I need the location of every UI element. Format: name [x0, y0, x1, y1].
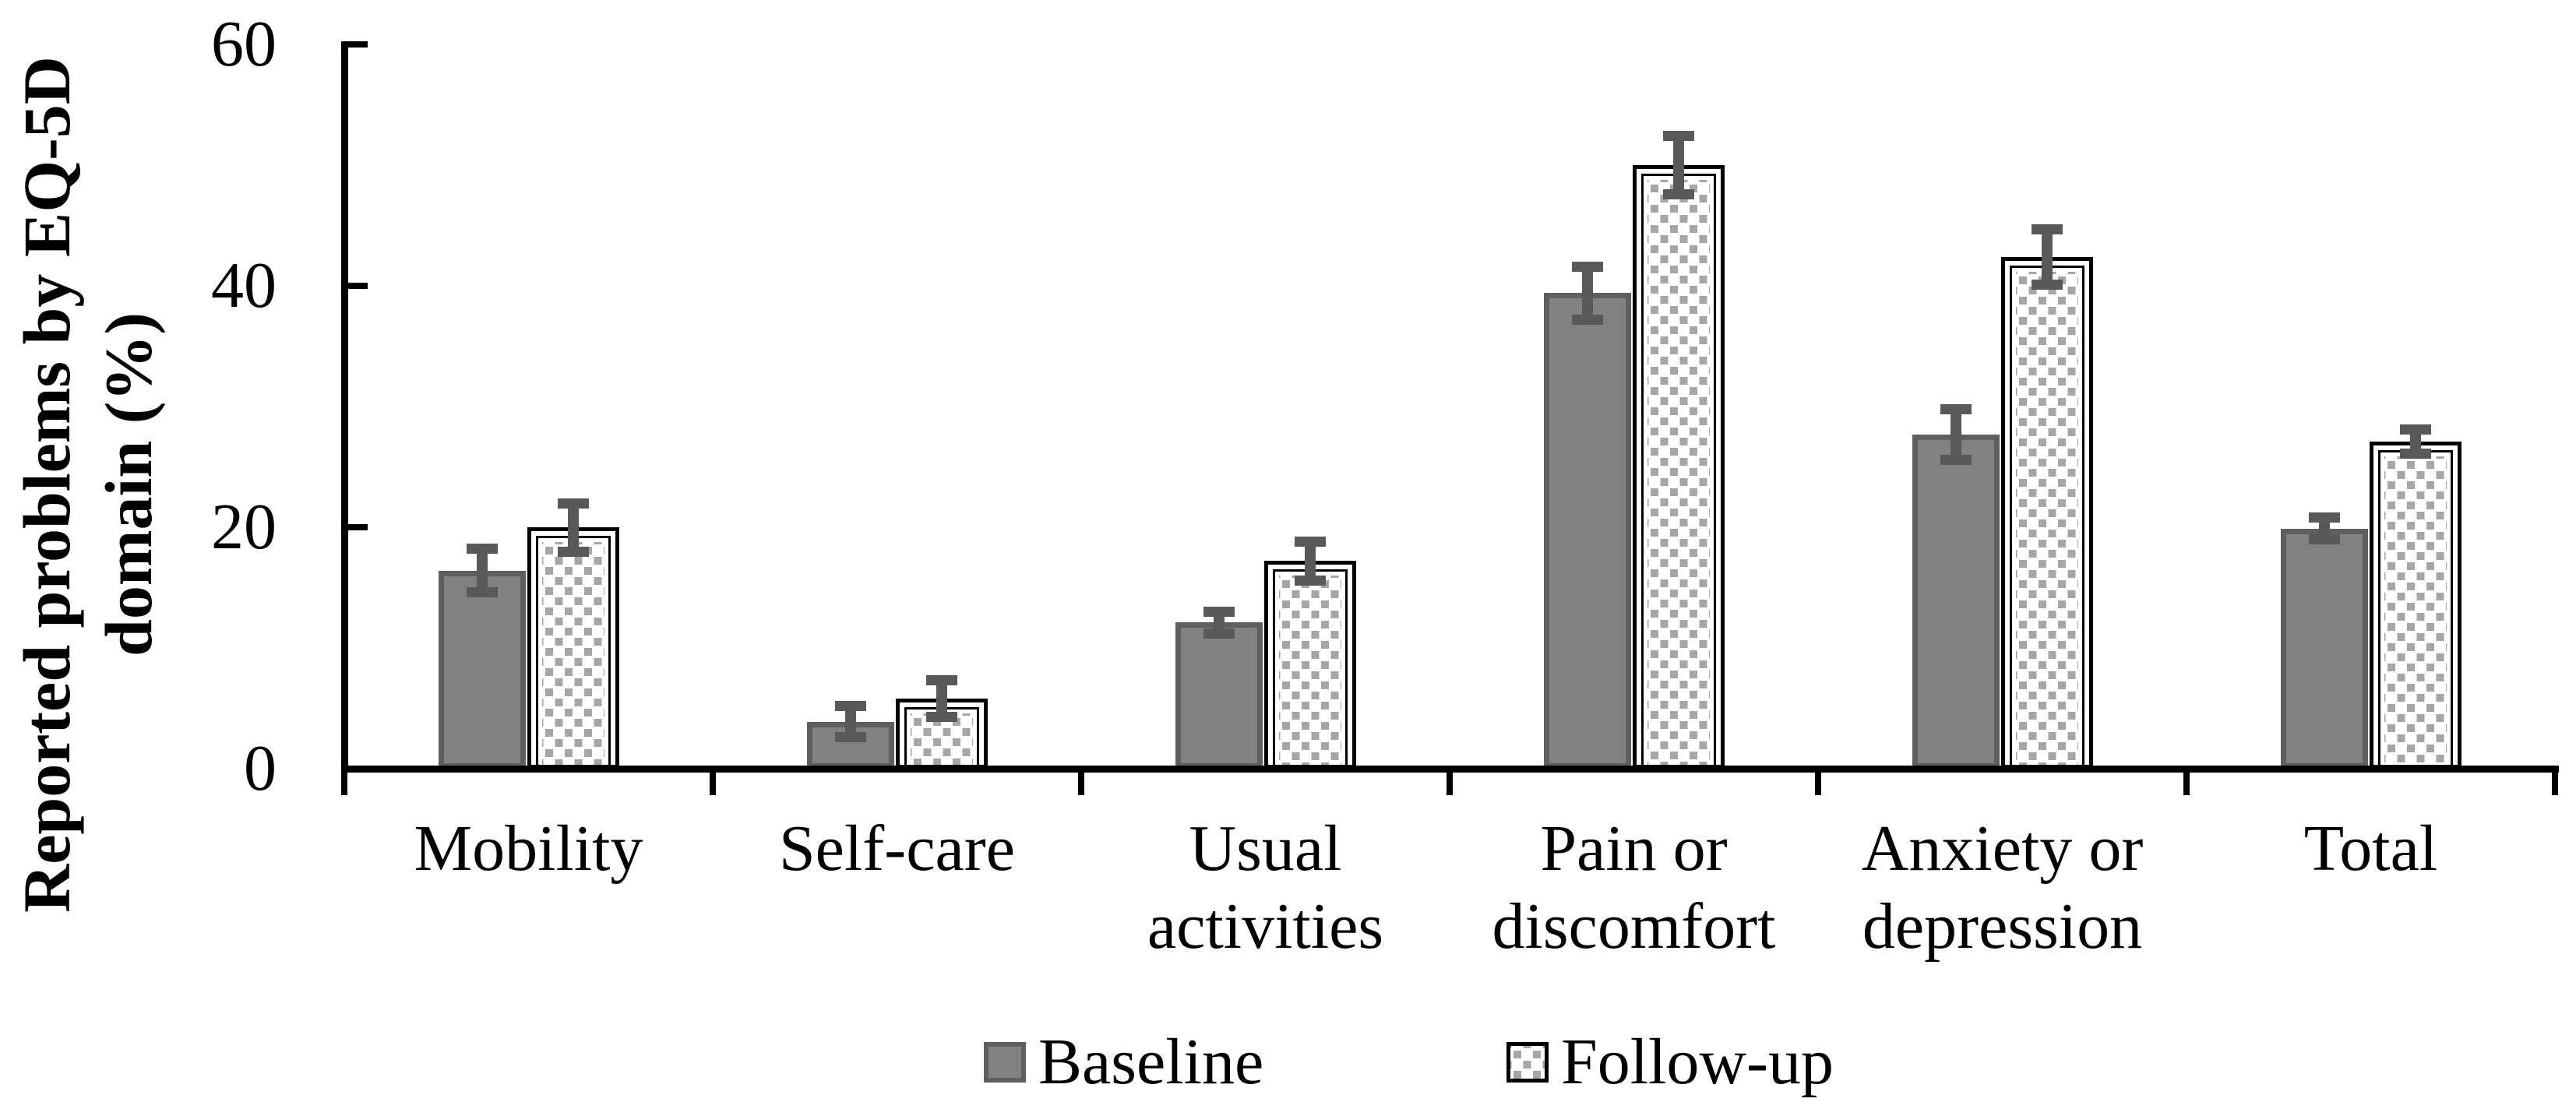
y-tick-mark-40 — [344, 283, 368, 289]
error-bar-stem-followup-2 — [1305, 541, 1316, 581]
x-tick-label-5: Total — [2303, 812, 2438, 885]
x-boundary-tick-3 — [1447, 769, 1453, 795]
y-tick-mark-60 — [344, 41, 368, 48]
y-tick-label-20: 20 — [211, 491, 277, 563]
bar-followup-inner-border-5 — [2378, 449, 2453, 765]
error-bar-cap-bottom-followup-3 — [1663, 188, 1694, 199]
x-boundary-tick-5 — [2183, 769, 2190, 795]
x-boundary-tick-0 — [341, 769, 347, 795]
error-bar-stem-baseline-4 — [1950, 409, 1961, 460]
x-tick-label-4: Anxiety or depression — [1861, 812, 2144, 963]
bar-followup-inner-border-3 — [1641, 174, 1716, 765]
error-bar-cap-bottom-followup-2 — [1295, 575, 1326, 586]
x-tick-label-1: Self-care — [778, 812, 1016, 885]
error-bar-cap-top-baseline-5 — [2308, 512, 2340, 523]
bar-followup-inner-border-2 — [1273, 569, 1348, 765]
y-axis-line — [340, 41, 348, 772]
error-bar-cap-bottom-baseline-1 — [834, 732, 866, 743]
bar-followup-inner-border-4 — [2010, 265, 2084, 765]
error-bar-cap-top-baseline-3 — [1571, 261, 1603, 272]
error-bar-stem-baseline-1 — [844, 706, 856, 738]
error-bar-cap-bottom-followup-5 — [2400, 448, 2431, 459]
x-tick-label-2: Usual activities — [1147, 812, 1384, 963]
bar-followup-pattern-0 — [542, 542, 604, 765]
bar-followup-0 — [527, 527, 619, 769]
x-boundary-tick-2 — [1078, 769, 1084, 795]
error-bar-stem-baseline-5 — [2318, 517, 2330, 540]
legend-label-followup: Follow-up — [1561, 1026, 1834, 1098]
bar-followup-inner-border-0 — [536, 536, 611, 765]
error-bar-cap-top-followup-2 — [1295, 537, 1326, 547]
legend-label-baseline: Baseline — [1038, 1026, 1264, 1098]
y-tick-label-0: 0 — [244, 732, 277, 804]
legend-swatch-followup — [1506, 1042, 1549, 1083]
bar-followup-2 — [1264, 561, 1356, 769]
bar-baseline-3 — [1543, 293, 1631, 769]
bar-followup-pattern-1 — [911, 713, 973, 765]
bar-followup-5 — [2370, 441, 2461, 769]
error-bar-stem-baseline-2 — [1213, 611, 1225, 634]
bar-followup-pattern-2 — [1279, 576, 1341, 765]
error-bar-cap-top-followup-0 — [558, 498, 589, 509]
legend-swatch-baseline — [984, 1042, 1026, 1083]
x-axis-line — [340, 765, 2559, 773]
error-bar-stem-followup-1 — [936, 680, 947, 717]
error-bar-cap-bottom-followup-1 — [926, 711, 957, 722]
error-bar-stem-followup-0 — [568, 503, 579, 551]
bar-baseline-4 — [1912, 434, 2000, 769]
error-bar-cap-top-followup-3 — [1663, 131, 1694, 142]
error-bar-cap-bottom-baseline-4 — [1940, 454, 1972, 465]
error-bar-stem-baseline-3 — [1581, 266, 1593, 320]
y-tick-label-40: 40 — [211, 249, 277, 322]
bar-followup-inner-border-1 — [904, 707, 979, 765]
x-boundary-tick-1 — [710, 769, 716, 795]
error-bar-cap-top-followup-5 — [2400, 424, 2431, 435]
bar-followup-pattern-3 — [1647, 180, 1710, 765]
error-bar-cap-top-followup-1 — [926, 675, 957, 686]
error-bar-stem-followup-5 — [2410, 429, 2421, 454]
error-bar-cap-top-baseline-1 — [834, 700, 866, 711]
bar-followup-pattern-4 — [2016, 271, 2078, 765]
error-bar-cap-bottom-baseline-3 — [1571, 314, 1603, 325]
y-tick-mark-20 — [344, 524, 368, 530]
bar-followup-pattern-5 — [2384, 456, 2447, 765]
error-bar-cap-bottom-followup-0 — [558, 546, 589, 557]
error-bar-cap-bottom-baseline-0 — [466, 587, 498, 598]
x-tick-label-0: Mobility — [414, 812, 643, 885]
legend-item-followup: Follow-up — [1506, 1026, 1834, 1098]
x-boundary-tick-6 — [2552, 769, 2558, 795]
error-bar-stem-followup-4 — [2042, 229, 2053, 285]
bar-followup-3 — [1633, 165, 1725, 769]
bar-followup-4 — [2001, 256, 2093, 769]
error-bar-stem-baseline-0 — [476, 548, 488, 593]
error-bar-cap-top-baseline-2 — [1203, 607, 1235, 617]
bar-baseline-2 — [1175, 622, 1263, 769]
legend-item-baseline: Baseline — [984, 1026, 1263, 1098]
bar-baseline-0 — [438, 570, 526, 769]
error-bar-cap-bottom-followup-4 — [2032, 279, 2063, 290]
error-bar-cap-top-baseline-0 — [466, 544, 498, 555]
error-bar-cap-top-followup-4 — [2032, 224, 2063, 234]
x-tick-label-3: Pain or discomfort — [1492, 812, 1776, 963]
bar-followup-1 — [896, 699, 988, 769]
error-bar-cap-bottom-baseline-5 — [2308, 534, 2340, 544]
y-tick-label-60: 60 — [211, 8, 277, 80]
x-boundary-tick-4 — [1815, 769, 1821, 795]
error-bar-stem-followup-3 — [1673, 136, 1684, 195]
error-bar-cap-top-baseline-4 — [1940, 403, 1972, 414]
error-bar-cap-bottom-baseline-2 — [1203, 628, 1235, 639]
bar-baseline-5 — [2280, 528, 2368, 769]
